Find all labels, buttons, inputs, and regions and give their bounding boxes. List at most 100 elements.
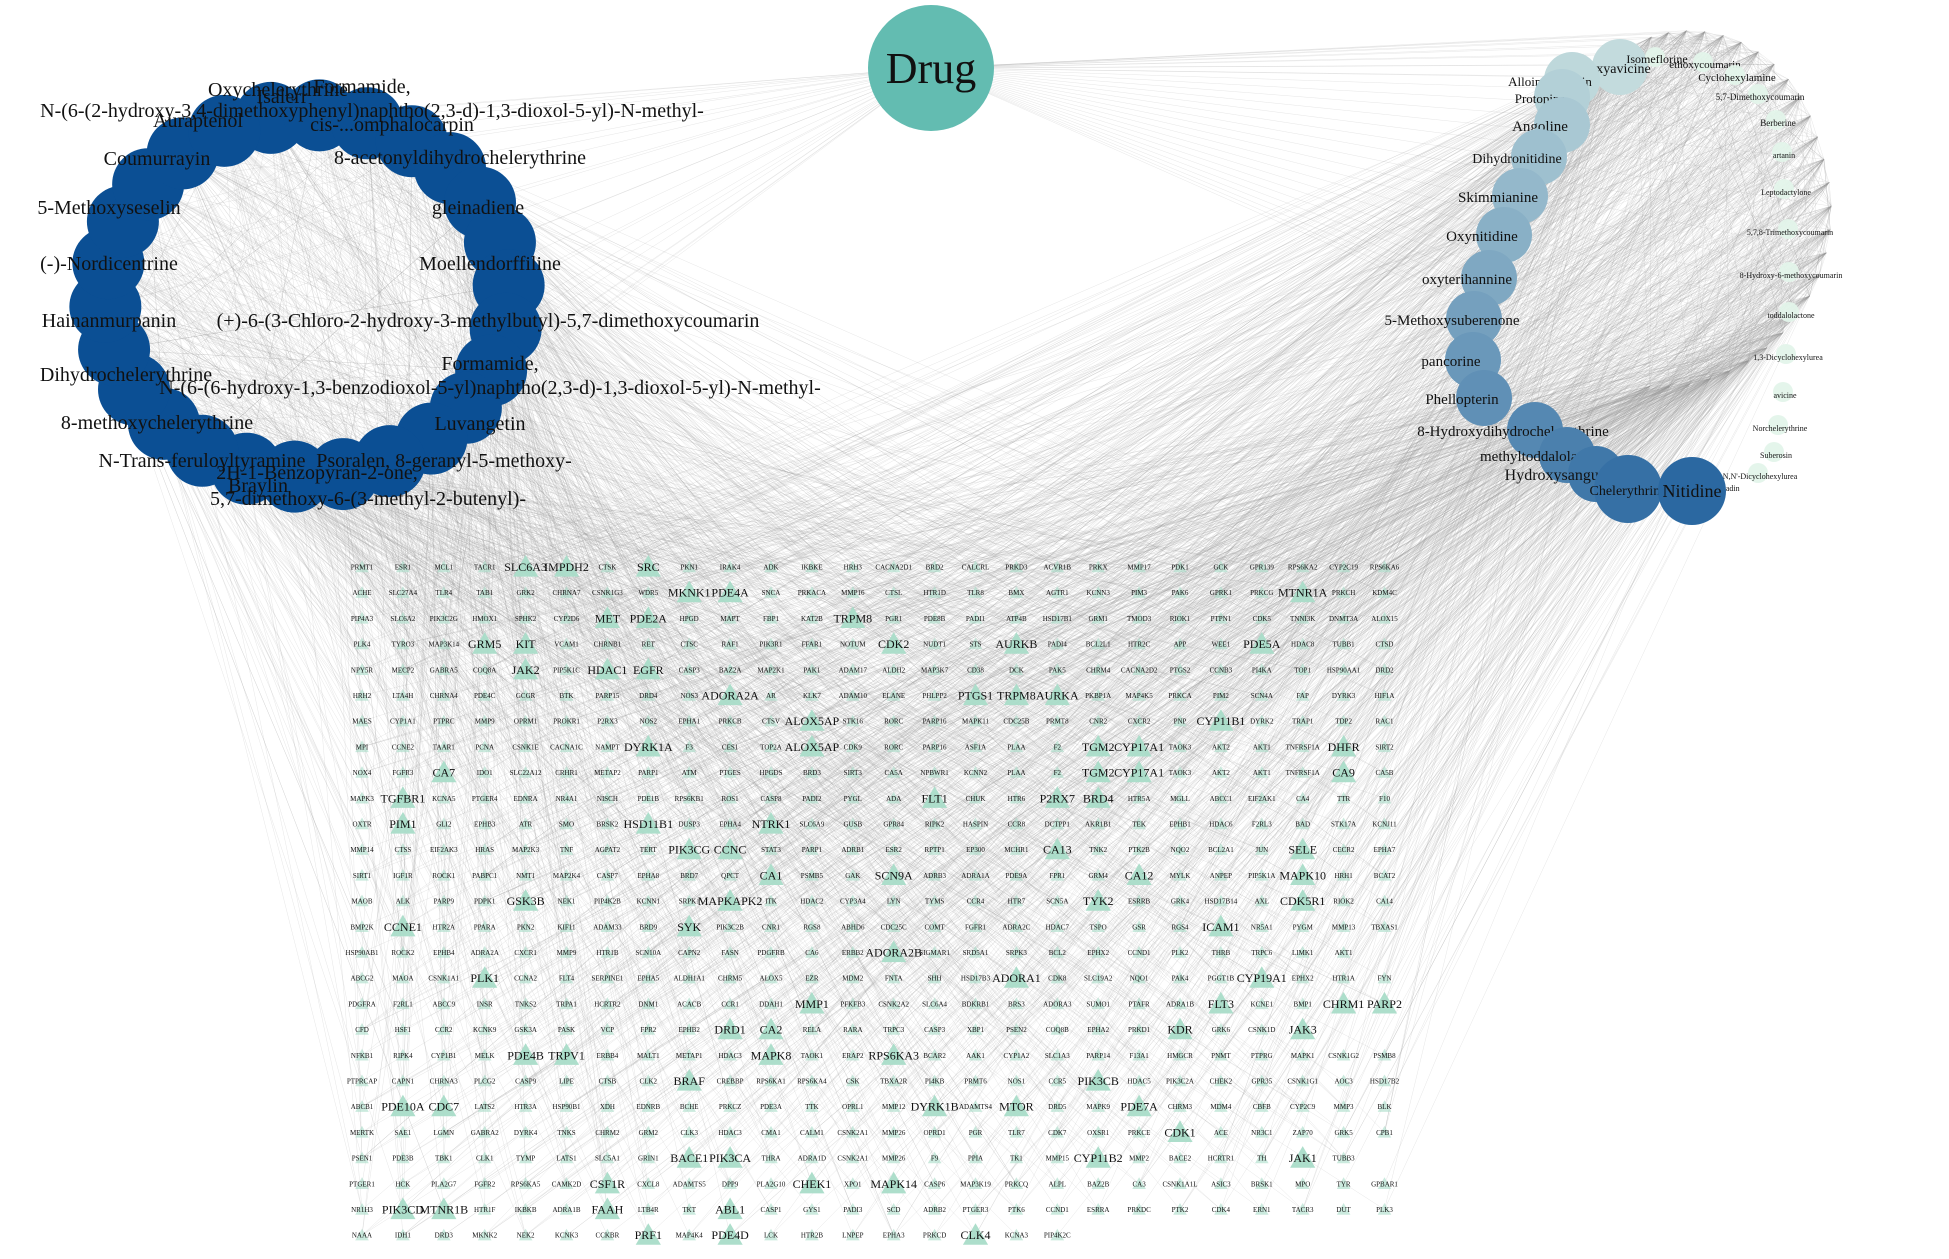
- target-node-pik3cd-25-1[interactable]: PIK3CD: [382, 1198, 424, 1220]
- target-node-pde4d-26-9[interactable]: PDE4D: [711, 1223, 749, 1245]
- target-node-brsk2-10-6[interactable]: BRSK2: [597, 818, 619, 830]
- target-node-cpb1-22-25[interactable]: CPB1: [1376, 1126, 1393, 1138]
- target-node-prkdc-25-19[interactable]: PRKDC: [1127, 1203, 1151, 1215]
- target-node-pde10a-21-1[interactable]: PDE10A: [381, 1095, 425, 1117]
- target-node-ptger3-25-15[interactable]: PTGER3: [963, 1203, 989, 1215]
- target-node-tyr-24-24[interactable]: TYR: [1337, 1177, 1351, 1189]
- target-node-htr2b-26-11[interactable]: HTR2B: [801, 1229, 824, 1241]
- target-node-mgll-9-20[interactable]: MGLL: [1170, 792, 1190, 804]
- target-node-pla2g10-24-10[interactable]: PLA2G10: [757, 1177, 786, 1189]
- target-node-ddah1-17-10[interactable]: DDAH1: [759, 997, 783, 1009]
- target-node-mapk1-19-23[interactable]: MAPK1: [1291, 1049, 1315, 1061]
- target-node-cckbr-26-6[interactable]: CCKBR: [596, 1229, 620, 1241]
- target-node-drd5-21-17[interactable]: DRD5: [1048, 1100, 1067, 1112]
- target-node-cyp11b2-23-18[interactable]: CYP11B2: [1074, 1146, 1123, 1168]
- target-node-fasn-15-9[interactable]: FASN: [721, 946, 738, 958]
- target-node-rgs4-14-20[interactable]: RGS4: [1171, 920, 1189, 932]
- target-node-capn1-20-1[interactable]: CAPN1: [392, 1075, 415, 1087]
- target-node-cdc7-21-2[interactable]: CDC7: [428, 1095, 459, 1117]
- target-node-mtnr1b-25-2[interactable]: MTNR1B: [419, 1198, 468, 1220]
- target-node-thra-23-10[interactable]: THRA: [761, 1152, 780, 1164]
- target-node-npy5r-4-0[interactable]: NPY5R: [351, 663, 374, 675]
- target-node-ptger1-24-0[interactable]: PTGER1: [349, 1177, 375, 1189]
- target-node-htr1f-25-3[interactable]: HTR1F: [474, 1203, 496, 1215]
- target-node-csnk2a1-22-12[interactable]: CSNK2A1: [837, 1126, 868, 1138]
- target-node-fap-5-23[interactable]: FAP: [1296, 689, 1310, 701]
- target-node-ptafr-17-19[interactable]: PTAFR: [1128, 997, 1150, 1009]
- target-node-cyp1b1-19-2[interactable]: CYP1B1: [431, 1049, 457, 1061]
- target-node-epha3-26-13[interactable]: EPHA3: [883, 1229, 905, 1241]
- target-node-jak3-18-23[interactable]: JAK3: [1289, 1018, 1317, 1040]
- target-node-csnk1a1l-24-20[interactable]: CSNK1A1L: [1162, 1177, 1197, 1189]
- target-node-csnk1a1-16-2[interactable]: CSNK1A1: [428, 972, 459, 984]
- target-node-blk-21-25[interactable]: BLK: [1378, 1100, 1392, 1112]
- target-node-ca14-13-25[interactable]: CA14: [1376, 895, 1393, 907]
- target-node-map4k4-26-8[interactable]: MAP4K4: [676, 1229, 704, 1241]
- target-node-trap1-6-23[interactable]: TRAP1: [1292, 715, 1314, 727]
- target-node-tbxas1-14-25[interactable]: TBXAS1: [1371, 920, 1398, 932]
- target-node-tkt-25-8[interactable]: TKT: [682, 1203, 696, 1215]
- target-node-hrh2-5-0[interactable]: HRH2: [353, 689, 372, 701]
- target-node-hsd17b2-20-25[interactable]: HSD17B2: [1370, 1075, 1400, 1087]
- target-node-oxtr-10-0[interactable]: OXTR: [352, 818, 371, 830]
- target-node-cyp2d6-2-5[interactable]: CYP2D6: [554, 612, 580, 624]
- target-node-adam17-4-12[interactable]: ADAM17: [839, 663, 868, 675]
- target-node-slc1a3-19-17[interactable]: SLC1A3: [1045, 1049, 1070, 1061]
- target-node-rara-18-12[interactable]: RARA: [843, 1023, 862, 1035]
- target-node-mmp9-6-3[interactable]: MMP9: [475, 715, 495, 727]
- target-node-ephb1-10-20[interactable]: EPHB1: [1169, 818, 1191, 830]
- target-node-alox15-2-25[interactable]: ALOX15: [1371, 612, 1398, 624]
- target-node-htr1a-16-24[interactable]: HTR1A: [1332, 972, 1355, 984]
- target-node-pdgfra-17-0[interactable]: PDGFRA: [348, 997, 376, 1009]
- target-node-prkce-22-19[interactable]: PRKCE: [1128, 1126, 1151, 1138]
- target-node-kcnj11-10-25[interactable]: KCNJ11: [1372, 818, 1397, 830]
- target-node-csnk1g1-20-23[interactable]: CSNK1G1: [1287, 1075, 1318, 1087]
- target-node-chrm2-22-6[interactable]: CHRM2: [595, 1126, 620, 1138]
- target-node-dyrk4-22-4[interactable]: DYRK4: [514, 1126, 538, 1138]
- target-node-abcc9-17-2[interactable]: ABCC9: [433, 997, 456, 1009]
- target-node-hcrtr1-23-21[interactable]: HCRTR1: [1208, 1152, 1235, 1164]
- target-node-cyp17a1-8-19[interactable]: CYP17A1: [1114, 761, 1164, 783]
- target-node-f13a1-19-19[interactable]: F13A1: [1129, 1049, 1149, 1061]
- target-node-nr1h3-25-0[interactable]: NR1H3: [351, 1203, 373, 1215]
- target-node-xpo1-24-12[interactable]: XPO1: [844, 1177, 862, 1189]
- target-node-brd3-8-11[interactable]: BRD3: [803, 766, 821, 778]
- target-node-coq8b-18-17[interactable]: COQ8B: [1046, 1023, 1069, 1035]
- target-node-nox4-8-0[interactable]: NOX4: [353, 766, 372, 778]
- target-node-clk3-22-8[interactable]: CLK3: [680, 1126, 698, 1138]
- target-node-alpl-24-17[interactable]: ALPL: [1049, 1177, 1067, 1189]
- target-node-adamts4-21-15[interactable]: ADAMTS4: [959, 1100, 993, 1112]
- target-node-dut-25-24[interactable]: DUT: [1336, 1203, 1351, 1215]
- target-node-chrm3-21-20[interactable]: CHRM3: [1168, 1100, 1193, 1112]
- target-node-drd1-18-9[interactable]: DRD1: [714, 1018, 745, 1040]
- target-node-casp1-25-10[interactable]: CASP1: [760, 1203, 782, 1215]
- target-node-pdpk1-13-3[interactable]: PDPK1: [474, 895, 496, 907]
- target-node-adamts5-24-8[interactable]: ADAMTS5: [673, 1177, 707, 1189]
- target-node-dyrk2-6-22[interactable]: DYRK2: [1250, 715, 1274, 727]
- target-node-pi4kb-20-14[interactable]: PI4KB: [925, 1075, 945, 1087]
- target-node-bace1-23-8[interactable]: BACE1: [670, 1146, 708, 1168]
- target-node-tnf-11-5[interactable]: TNF: [560, 843, 574, 855]
- target-node-nr5a1-14-22[interactable]: NR5A1: [1251, 920, 1273, 932]
- target-node-mmp26-23-13[interactable]: MMP26: [882, 1152, 906, 1164]
- target-node-ccnd1-15-19[interactable]: CCND1: [1128, 946, 1151, 958]
- target-node-sele-11-23[interactable]: SELE: [1288, 838, 1317, 860]
- target-node-prmt6-20-15[interactable]: PRMT6: [964, 1075, 987, 1087]
- target-node-ctsk-0-6[interactable]: CTSK: [598, 561, 616, 573]
- target-node-mmp3-21-24[interactable]: MMP3: [1334, 1100, 1354, 1112]
- target-node-tlr7-22-16[interactable]: TLR7: [1008, 1126, 1025, 1138]
- target-node-fgfr3-8-1[interactable]: FGFR3: [392, 766, 414, 778]
- target-node-clk4-26-15[interactable]: CLK4: [961, 1223, 991, 1245]
- target-node-epha7-11-25[interactable]: EPHA7: [1374, 843, 1396, 855]
- target-node-malt1-19-7[interactable]: MALT1: [637, 1049, 660, 1061]
- target-node-mpo-24-23[interactable]: MPO: [1295, 1177, 1310, 1189]
- target-node-gpbar1-24-25[interactable]: GPBAR1: [1371, 1177, 1398, 1189]
- target-node-lta4h-5-1[interactable]: LTA4H: [392, 689, 413, 701]
- target-node-rps6ka4-20-11[interactable]: RPS6KA4: [797, 1075, 827, 1087]
- target-node-tnks2-17-4[interactable]: TNKS2: [515, 997, 537, 1009]
- target-node-dhfr-7-24[interactable]: DHFR: [1328, 735, 1360, 757]
- target-node-mknk2-26-3[interactable]: MKNK2: [472, 1229, 497, 1241]
- target-node-prkcd-26-14[interactable]: PRKCD: [923, 1229, 946, 1241]
- target-node-rps6ka1-20-10[interactable]: RPS6KA1: [756, 1075, 786, 1087]
- target-node-bcar2-19-14[interactable]: BCAR2: [923, 1049, 946, 1061]
